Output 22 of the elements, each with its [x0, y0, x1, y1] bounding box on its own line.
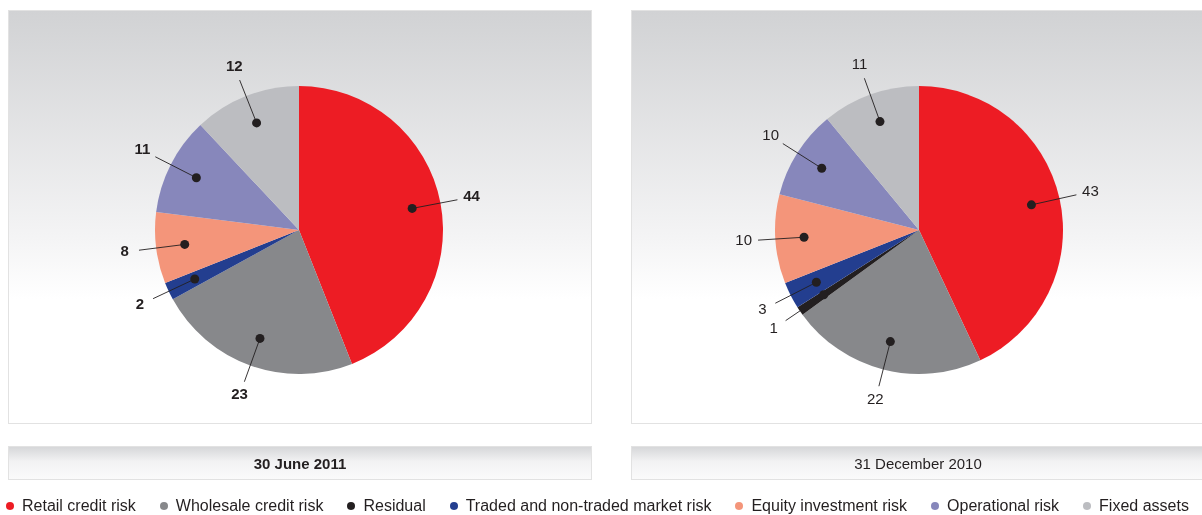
data-label: 3: [758, 299, 767, 317]
legend-label: Retail credit risk: [22, 497, 136, 515]
data-label: 10: [762, 126, 780, 144]
legend-label: Traded and non-traded market risk: [465, 497, 712, 515]
legend-label: Equity investment risk: [751, 497, 908, 515]
data-label: 2: [135, 294, 145, 312]
legend-label: Operational risk: [947, 497, 1060, 515]
data-label: 43: [1082, 181, 1099, 199]
data-label: 8: [120, 242, 129, 260]
legend-label: Wholesale credit risk: [175, 497, 324, 515]
legend-label: Residual: [363, 497, 426, 515]
legend-label: Fixed assets: [1099, 497, 1189, 515]
data-label: 12: [225, 56, 243, 74]
data-label: 23: [231, 385, 248, 403]
data-label: 10: [735, 231, 753, 249]
data-label: 44: [463, 187, 481, 205]
text: 30 June 2011: [253, 454, 347, 472]
data-label: 22: [866, 390, 884, 408]
data-label: 11: [134, 140, 151, 158]
data-label: 11: [851, 54, 868, 72]
data-label: 1: [769, 318, 778, 336]
text: 31 December 2010: [854, 454, 982, 472]
